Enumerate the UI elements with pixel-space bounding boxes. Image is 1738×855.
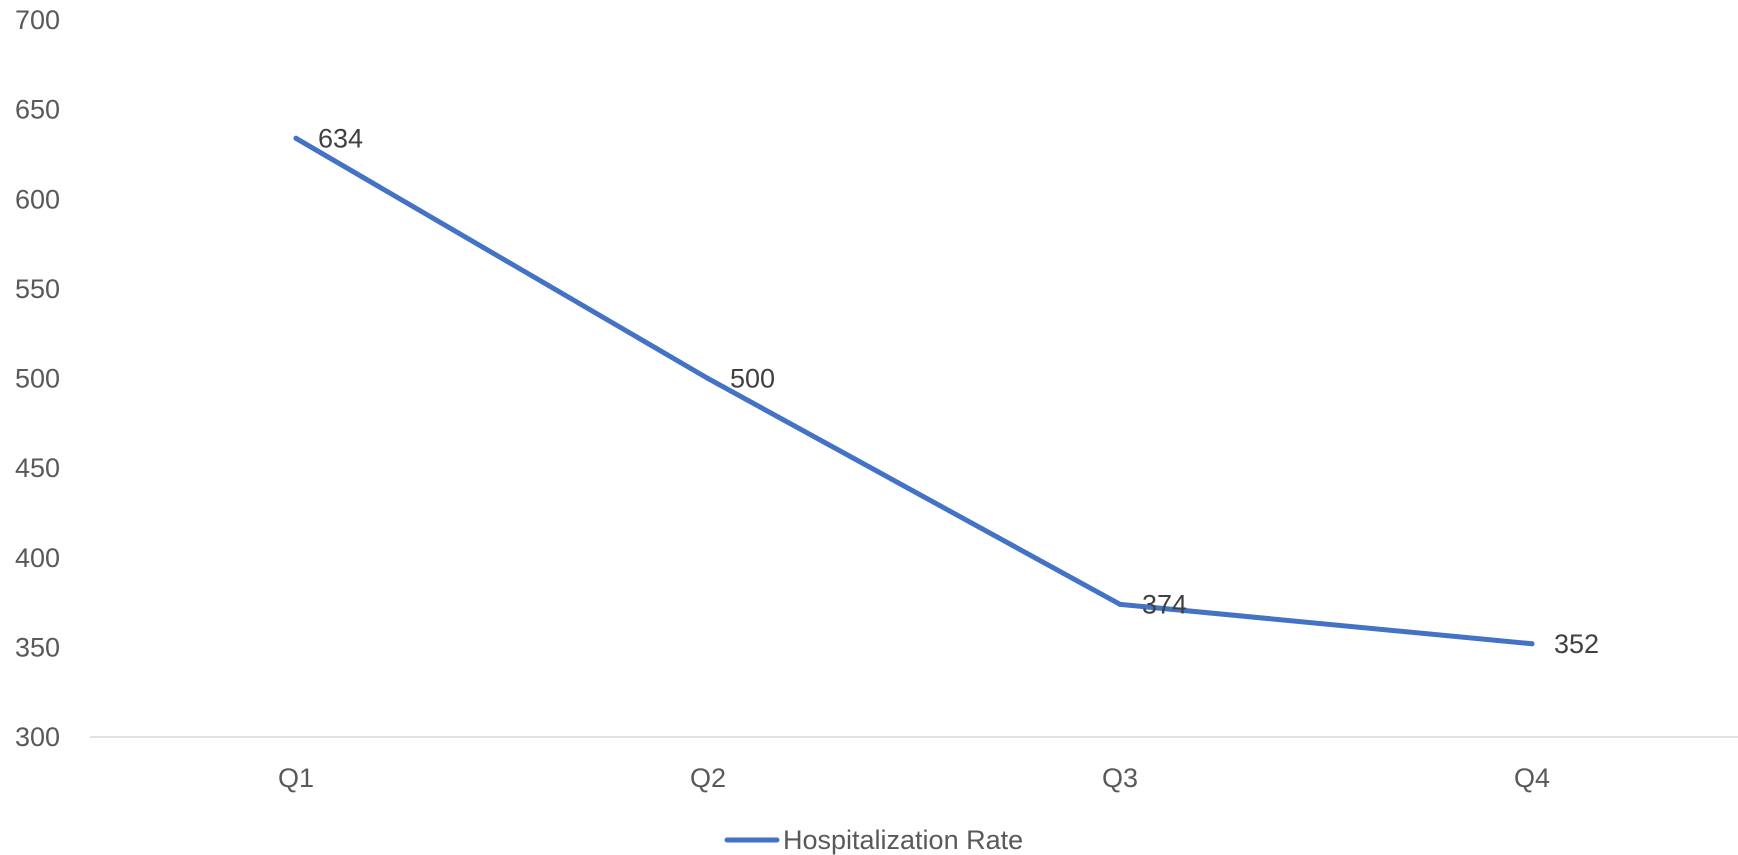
data-label: 634 [318, 123, 363, 153]
y-tick-label: 300 [15, 722, 60, 752]
data-labels: 634 500 374 352 [318, 123, 1599, 658]
legend-label: Hospitalization Rate [783, 825, 1023, 855]
x-tick-label: Q1 [278, 763, 314, 793]
x-tick-label: Q4 [1514, 763, 1550, 793]
y-tick-label: 400 [15, 543, 60, 573]
data-point [1529, 641, 1535, 647]
y-tick-label: 550 [15, 274, 60, 304]
x-axis-ticks: Q1 Q2 Q3 Q4 [278, 763, 1550, 793]
data-point [705, 376, 711, 381]
data-point [293, 135, 299, 141]
y-tick-label: 350 [15, 632, 60, 662]
series-line [293, 135, 1535, 647]
y-tick-label: 600 [15, 184, 60, 214]
data-label: 500 [730, 364, 775, 394]
x-tick-label: Q3 [1102, 763, 1138, 793]
data-point [1117, 601, 1123, 607]
data-label: 374 [1142, 589, 1187, 619]
y-tick-label: 500 [15, 364, 60, 394]
y-tick-label: 700 [15, 5, 60, 35]
data-label: 352 [1554, 629, 1599, 659]
legend[interactable]: Hospitalization Rate [724, 825, 1023, 855]
y-tick-label: 650 [15, 95, 60, 125]
y-axis-ticks: 300 350 400 450 500 550 600 650 700 [15, 5, 60, 752]
series-layer [293, 135, 1535, 647]
x-tick-label: Q2 [690, 763, 726, 793]
y-tick-label: 450 [15, 453, 60, 483]
